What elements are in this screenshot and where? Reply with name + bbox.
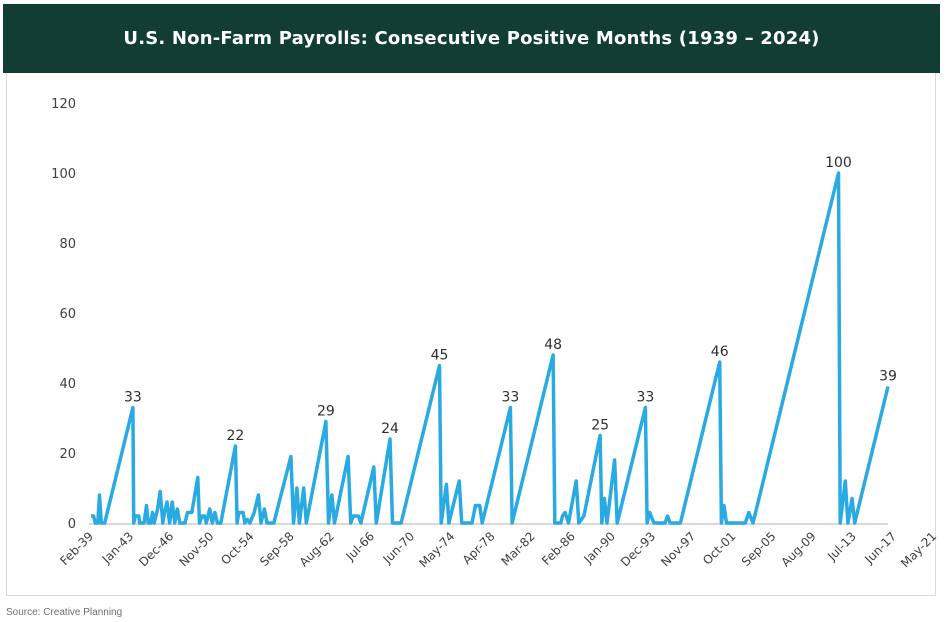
source-note: Source: Creative Planning [6,607,123,618]
chart-title: U.S. Non-Farm Payrolls: Consecutive Posi… [123,28,820,49]
x-tick-label: Feb-86 [539,529,578,568]
x-tick-label: Aug-09 [778,529,818,569]
data-label: 33 [502,390,520,406]
y-tick-label: 80 [59,237,76,252]
x-tick-label: Nov-97 [658,529,698,569]
y-tick-label: 0 [68,517,76,532]
x-tick-label: Jun-70 [380,529,418,567]
x-tick-label: May-21 [898,529,939,570]
x-tick-label: Dec-93 [618,529,658,569]
x-tick-label: Nov-50 [176,529,216,569]
y-tick-label: 40 [59,377,76,392]
y-tick-label: 60 [59,307,76,322]
x-tick-label: Dec-46 [136,529,176,569]
title-bar: U.S. Non-Farm Payrolls: Consecutive Posi… [3,4,940,73]
data-label: 39 [879,369,897,385]
data-label: 33 [124,390,142,406]
x-tick-label: Oct-01 [700,529,738,567]
data-label: 25 [591,418,609,434]
data-label: 46 [711,344,729,360]
data-label: 29 [317,404,335,420]
data-label: 45 [431,348,449,364]
x-tick-label: Jan-43 [99,529,137,567]
x-tick-label: Sep-05 [739,529,779,569]
x-tick-label: Mar-82 [499,529,538,568]
y-tick-label: 100 [51,167,76,182]
y-axis: 0 20 40 60 80 100 120 [51,97,76,532]
x-tick-label: Sep-58 [257,529,297,569]
x-tick-label: Jun-17 [861,529,899,567]
x-tick-label: Feb-39 [57,529,96,568]
x-tick-label: Jul-66 [342,529,377,564]
data-label: 24 [381,421,399,437]
data-label: 100 [825,155,852,171]
x-tick-label: Oct-54 [218,529,256,567]
x-tick-label: Aug-62 [297,529,337,569]
x-tick-label: Jan-90 [581,529,619,567]
x-tick-label: Jul-13 [824,529,859,564]
series-line-consecutive-positive-months [91,171,890,525]
chart-frame [6,73,936,596]
y-tick-label: 120 [51,97,76,112]
x-tick-label: May-74 [416,529,457,570]
data-label: 48 [544,337,562,353]
data-label: 33 [636,390,654,406]
data-label: 22 [226,428,244,444]
line-chart: 0 20 40 60 80 100 120 Feb-39 Jan-43 Dec-46 Nov-50… [51,97,939,570]
x-tick-label: Apr-78 [460,529,498,567]
x-axis: Feb-39 Jan-43 Dec-46 Nov-50 Oct-54 Sep-58 Aug-… [57,529,939,570]
data-labels: 33 22 29 24 45 33 48 25 33 46 100 39 [124,155,897,444]
y-tick-label: 20 [59,447,76,462]
